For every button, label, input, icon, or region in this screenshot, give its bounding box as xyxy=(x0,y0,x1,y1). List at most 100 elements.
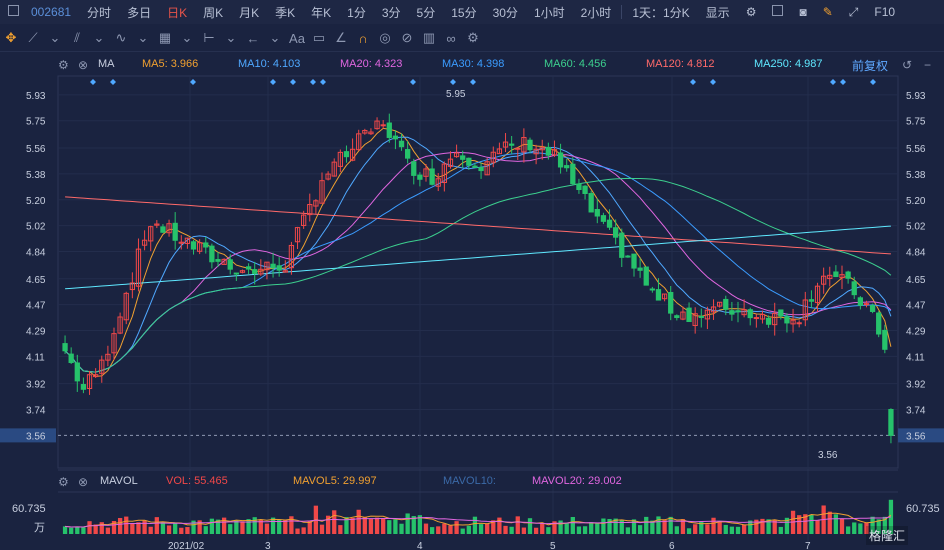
volume-bar xyxy=(289,516,294,534)
candlestick xyxy=(405,141,411,164)
checkbox-icon[interactable] xyxy=(764,5,791,19)
ruler-icon[interactable]: ∠ xyxy=(335,30,347,45)
signal-marker xyxy=(110,79,116,85)
volume-bar xyxy=(117,518,123,534)
tab-period-10[interactable]: 15分 xyxy=(451,5,477,20)
tab-period-7[interactable]: 1分 xyxy=(347,5,366,20)
hide-icon[interactable]: ⊘ xyxy=(401,30,413,45)
price-tick-left: 4.65 xyxy=(26,275,46,286)
tab-period-12[interactable]: 1小时 xyxy=(533,5,565,20)
tab-period-4[interactable]: 月K xyxy=(239,5,260,20)
chevron-down-icon[interactable]: ⌄ xyxy=(181,30,193,45)
candlestick xyxy=(759,310,766,324)
reset-icon[interactable]: ↺ xyxy=(902,58,913,72)
ma30-line xyxy=(64,152,892,373)
candlestick xyxy=(606,209,613,230)
range-tool-icon[interactable]: ⊢ xyxy=(203,30,215,45)
volume-bar xyxy=(693,524,698,534)
channel-tool-icon[interactable]: ⫽ xyxy=(74,30,80,45)
volume-bar xyxy=(478,524,484,534)
line-tool-icon[interactable]: ⟋ xyxy=(28,30,38,45)
candlestick xyxy=(239,269,246,274)
close-icon[interactable]: ⊗ xyxy=(78,58,89,72)
signal-marker xyxy=(710,79,716,85)
ma10-label: MA10: 4.103 xyxy=(238,58,301,70)
candlestick xyxy=(62,335,68,354)
volume-bar xyxy=(405,513,410,534)
chevron-down-icon[interactable]: ⌄ xyxy=(225,30,237,45)
camera-icon[interactable]: ◙ xyxy=(799,5,807,19)
stock-symbol[interactable]: 002681 xyxy=(31,5,72,19)
candlestick xyxy=(649,286,655,293)
candlestick xyxy=(386,113,392,143)
candlestick xyxy=(527,137,533,154)
signal-marker xyxy=(870,79,876,85)
close-icon[interactable]: ⊗ xyxy=(78,475,89,489)
chevron-down-icon[interactable]: ⌄ xyxy=(93,30,105,45)
comment-tool-icon[interactable]: ▭ xyxy=(312,30,326,45)
candlestick xyxy=(288,241,295,275)
tab-period-13[interactable]: 2小时 xyxy=(580,5,612,20)
candlestick xyxy=(129,272,135,299)
visibility-icon[interactable]: ◎ xyxy=(379,30,391,45)
tab-period-5[interactable]: 季K xyxy=(275,5,296,20)
candlestick xyxy=(233,272,239,281)
tab-period-0[interactable]: 分时 xyxy=(87,5,112,20)
volume-bar xyxy=(307,520,312,534)
gear-icon[interactable]: ⚙ xyxy=(467,30,479,45)
volume-bar xyxy=(228,524,233,534)
chevron-down-icon[interactable]: ⌄ xyxy=(49,30,61,45)
volume-bar xyxy=(436,526,441,534)
tab-period-1[interactable]: 多日 xyxy=(127,5,152,20)
volume-bar xyxy=(448,525,453,534)
crosshair-icon[interactable]: ✥ xyxy=(5,30,17,45)
candlestick xyxy=(729,301,735,321)
chevron-down-icon[interactable]: ⌄ xyxy=(137,30,149,45)
signal-marker xyxy=(290,79,296,85)
signal-marker xyxy=(840,79,846,85)
volume-bar xyxy=(454,521,459,534)
adjust-dropdown[interactable]: 前复权 xyxy=(852,59,889,73)
volume-bar xyxy=(637,525,643,534)
volume-bar xyxy=(570,516,575,534)
candlestick xyxy=(68,347,74,365)
range-dropdown[interactable]: 1天：1分K xyxy=(632,5,690,20)
candlestick xyxy=(680,306,686,321)
trash-icon[interactable]: ▥ xyxy=(422,30,436,45)
gear-icon[interactable]: ⚙ xyxy=(58,475,69,489)
date-tick: 5 xyxy=(550,541,556,550)
tab-period-3[interactable]: 周K xyxy=(203,5,224,20)
fib-tool-icon[interactable]: ▦ xyxy=(158,30,172,45)
candlestick xyxy=(294,226,301,250)
volume-bar xyxy=(130,523,135,534)
volume-bar xyxy=(338,525,343,534)
pen-icon[interactable]: ✎ xyxy=(822,5,833,19)
volume-bar xyxy=(142,520,147,534)
link-icon[interactable]: ∞ xyxy=(446,30,456,46)
tab-period-9[interactable]: 5分 xyxy=(416,5,436,20)
tab-period-11[interactable]: 30分 xyxy=(492,5,518,20)
display-dropdown[interactable]: 显示 xyxy=(705,5,730,20)
candlestick xyxy=(570,156,576,185)
magnet-icon[interactable]: ∩ xyxy=(358,30,368,46)
f10-button[interactable]: F10 xyxy=(874,5,896,19)
minimize-icon[interactable]: − xyxy=(924,58,932,72)
wave-tool-icon[interactable]: ∿ xyxy=(115,30,127,45)
settings-icon[interactable]: ⚙ xyxy=(745,5,757,19)
tab-period-8[interactable]: 3分 xyxy=(381,5,401,20)
volume-bar xyxy=(191,520,196,534)
menu-icon[interactable] xyxy=(0,5,27,19)
volume-bar xyxy=(686,528,692,534)
tab-period-2[interactable]: 日K xyxy=(167,5,188,20)
text-tool-icon[interactable]: Aa xyxy=(289,30,305,46)
gear-icon[interactable]: ⚙ xyxy=(58,58,69,72)
volume-bar xyxy=(521,527,527,534)
arrow-tool-icon[interactable]: ← xyxy=(246,30,260,46)
chevron-down-icon[interactable]: ⌄ xyxy=(269,30,281,45)
fullscreen-icon[interactable]: ⤢ xyxy=(848,4,859,19)
candlestick xyxy=(368,128,374,136)
tab-period-6[interactable]: 年K xyxy=(311,5,332,20)
volume-bar xyxy=(319,524,325,534)
price-tick-left: 5.02 xyxy=(26,222,46,233)
volume-bar xyxy=(472,516,478,534)
